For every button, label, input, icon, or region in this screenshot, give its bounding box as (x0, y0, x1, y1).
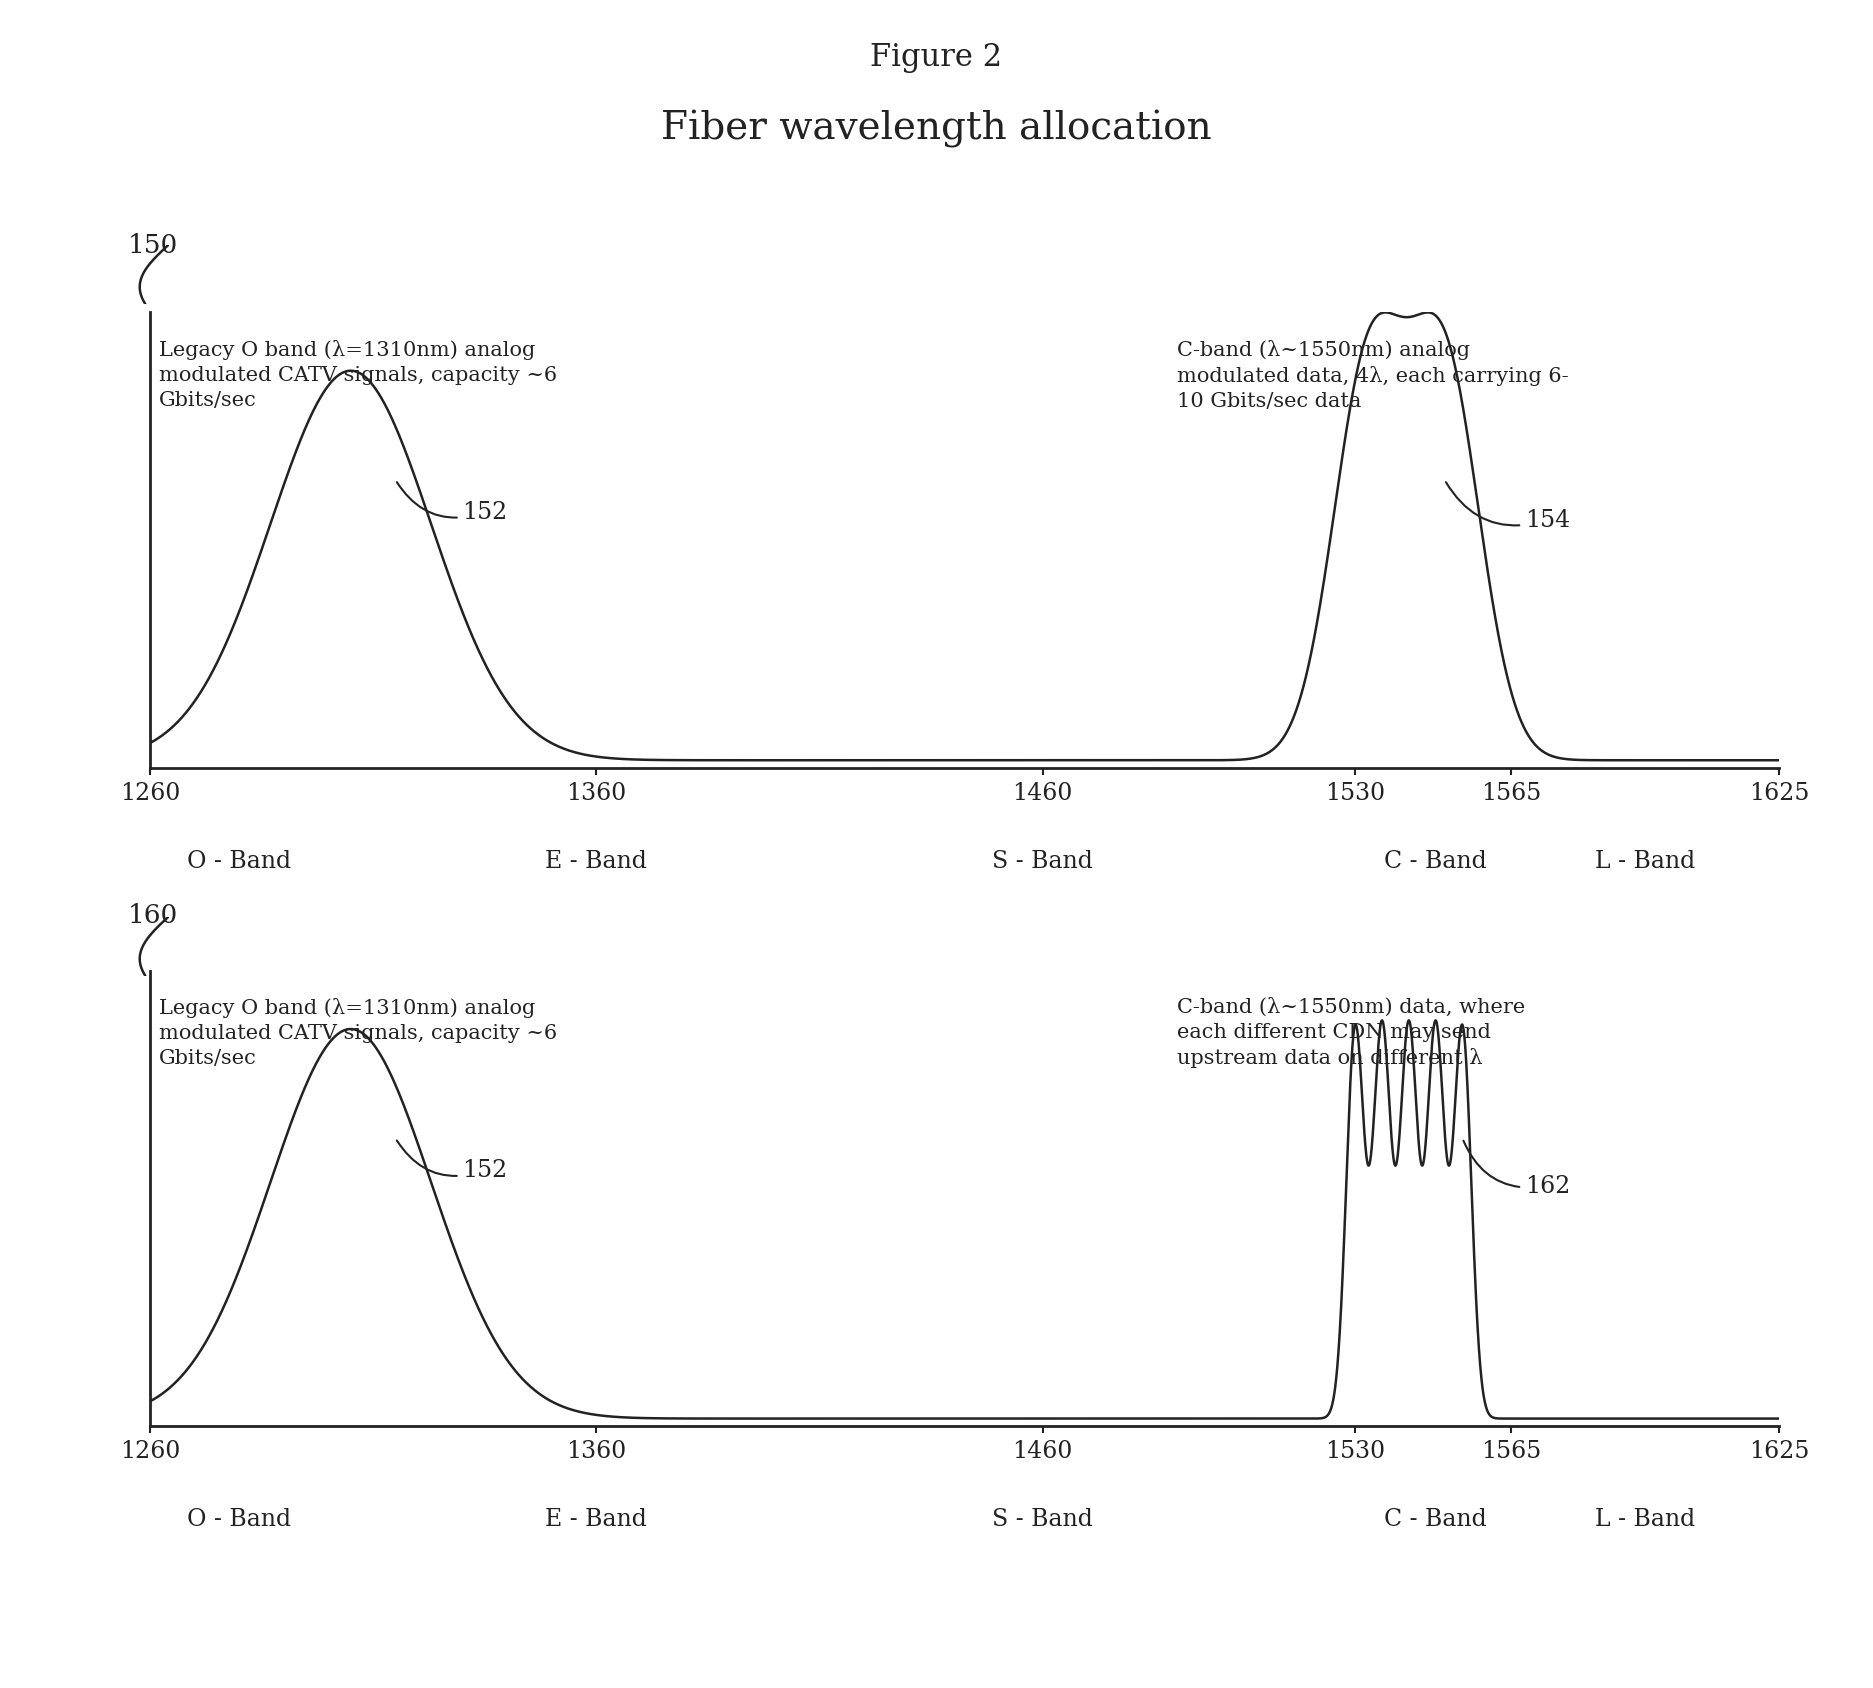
Text: O - Band: O - Band (187, 1509, 290, 1531)
Text: Figure 2: Figure 2 (871, 42, 1002, 73)
Text: 154: 154 (1446, 483, 1570, 532)
Text: C - Band: C - Band (1384, 851, 1487, 873)
Text: E - Band: E - Band (545, 1509, 648, 1531)
Text: 152: 152 (397, 483, 508, 523)
Text: O - Band: O - Band (187, 851, 290, 873)
Text: C-band (λ~1550nm) analog
modulated data, 4λ, each carrying 6-
10 Gbits/sec data: C-band (λ~1550nm) analog modulated data,… (1176, 339, 1568, 410)
Text: C - Band: C - Band (1384, 1509, 1487, 1531)
Text: Fiber wavelength allocation: Fiber wavelength allocation (661, 110, 1212, 149)
Text: E - Band: E - Band (545, 851, 648, 873)
Text: 152: 152 (397, 1141, 508, 1182)
Text: S - Band: S - Band (993, 851, 1094, 873)
Text: 162: 162 (1463, 1141, 1570, 1198)
Text: L - Band: L - Band (1596, 851, 1695, 873)
Text: C-band (λ~1550nm) data, where
each different CDN may send
upstream data on diffe: C-band (λ~1550nm) data, where each diffe… (1176, 998, 1525, 1069)
Text: 160: 160 (127, 903, 178, 928)
Text: Legacy O band (λ=1310nm) analog
modulated CATV signals, capacity ~6
Gbits/sec: Legacy O band (λ=1310nm) analog modulate… (159, 339, 556, 410)
Text: S - Band: S - Band (993, 1509, 1094, 1531)
Text: 150: 150 (127, 233, 178, 258)
Text: L - Band: L - Band (1596, 1509, 1695, 1531)
Text: Legacy O band (λ=1310nm) analog
modulated CATV signals, capacity ~6
Gbits/sec: Legacy O band (λ=1310nm) analog modulate… (159, 998, 556, 1069)
